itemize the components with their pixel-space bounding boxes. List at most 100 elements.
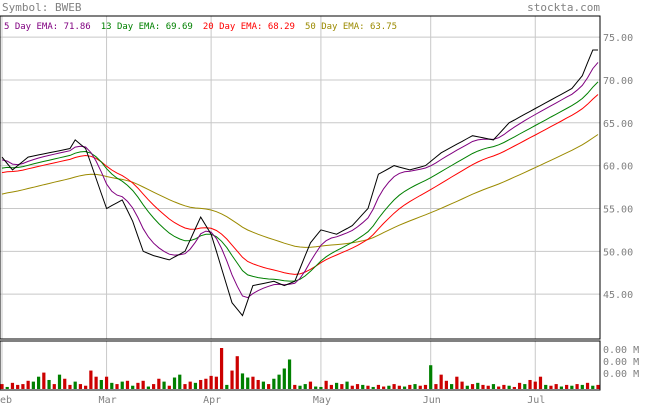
volume-bar bbox=[350, 385, 354, 389]
volume-bar bbox=[16, 384, 20, 389]
volume-bar bbox=[538, 376, 543, 389]
volume-bar bbox=[256, 379, 260, 389]
volume-bars bbox=[0, 348, 600, 389]
volume-bar bbox=[31, 381, 35, 389]
volume-bar bbox=[193, 382, 198, 389]
volume-bar bbox=[570, 385, 574, 389]
volume-bar bbox=[235, 356, 239, 389]
volume-bar bbox=[455, 376, 459, 389]
volume-bar bbox=[324, 380, 328, 389]
volume-bar bbox=[199, 379, 203, 389]
volume-bar bbox=[450, 384, 454, 389]
volume-bar bbox=[204, 378, 208, 389]
volume-bar bbox=[277, 374, 281, 389]
volume-bar bbox=[0, 384, 4, 389]
x-tick-label: May bbox=[313, 395, 331, 406]
volume-bar bbox=[418, 385, 422, 389]
volume-bar bbox=[78, 384, 83, 389]
volume-bar bbox=[89, 370, 93, 389]
close-price-line bbox=[1, 49, 598, 317]
volume-bar bbox=[293, 384, 297, 389]
volume-bar bbox=[429, 365, 433, 389]
volume-bar bbox=[178, 374, 182, 389]
volume-bar bbox=[5, 386, 9, 389]
volume-bar bbox=[282, 368, 286, 389]
x-tick-label: Feb bbox=[0, 395, 12, 406]
volume-bar bbox=[172, 377, 177, 389]
symbol-label: Symbol: BWEB bbox=[2, 1, 82, 14]
grid-lines bbox=[0, 16, 600, 390]
volume-bar bbox=[559, 386, 564, 389]
volume-bar bbox=[225, 384, 229, 389]
volume-bar bbox=[319, 386, 323, 389]
volume-bar bbox=[523, 384, 527, 389]
volume-bar bbox=[512, 386, 516, 389]
volume-bar bbox=[554, 384, 558, 389]
volume-bar bbox=[345, 381, 349, 389]
volume-bar bbox=[591, 385, 595, 389]
volume-bar bbox=[21, 384, 25, 389]
volume-bar bbox=[387, 385, 391, 389]
y-tick-label: 50.00 bbox=[603, 247, 633, 258]
volume-bar bbox=[115, 384, 119, 389]
volume-bar bbox=[402, 386, 407, 389]
y-tick-label: 45.00 bbox=[603, 290, 633, 301]
ema-legend: 5 Day EMA: 71.86 13 Day EMA: 69.69 20 Day … bbox=[4, 22, 397, 32]
volume-bar bbox=[57, 374, 62, 389]
volume-bar bbox=[507, 385, 511, 389]
ema50-line bbox=[1, 134, 599, 248]
volume-bar bbox=[219, 348, 224, 389]
volume-bar bbox=[361, 384, 365, 389]
volume-bar bbox=[99, 379, 103, 389]
volume-bar bbox=[303, 384, 307, 389]
volume-bar bbox=[476, 382, 480, 389]
x-axis-ticks: Feb Mar Apr May Jun Jul bbox=[0, 395, 545, 406]
volume-bar bbox=[141, 380, 145, 389]
volume-bar bbox=[329, 384, 333, 389]
volume-bar bbox=[47, 379, 51, 389]
volume-bar bbox=[517, 382, 522, 389]
brand-link[interactable]: stockta.com bbox=[527, 1, 600, 14]
volume-bar bbox=[355, 384, 360, 389]
volume-bar bbox=[261, 381, 266, 389]
ema5-line bbox=[1, 62, 599, 299]
volume-bar bbox=[240, 373, 245, 389]
volume-bar bbox=[392, 384, 396, 389]
volume-bar bbox=[528, 379, 532, 389]
y-tick-label: 60.00 bbox=[603, 162, 633, 173]
volume-bar bbox=[84, 385, 88, 389]
volume-bar bbox=[580, 384, 584, 389]
price-panel-frame bbox=[0, 15, 601, 340]
legend-entry: 20 Day EMA: 68.29 bbox=[203, 22, 295, 32]
volume-bar bbox=[246, 377, 250, 389]
volume-bar bbox=[136, 382, 140, 389]
volume-bar bbox=[585, 382, 590, 389]
volume-bar bbox=[267, 384, 271, 389]
volume-bar bbox=[42, 372, 46, 389]
volume-bar bbox=[502, 384, 506, 389]
volume-bar bbox=[308, 381, 313, 389]
x-tick-label: Mar bbox=[99, 395, 117, 406]
volume-axis-label: 0.00 M bbox=[603, 357, 639, 368]
volume-bar bbox=[209, 375, 213, 389]
volume-bar bbox=[104, 376, 109, 389]
volume-bar bbox=[131, 385, 135, 389]
volume-bar bbox=[596, 384, 600, 389]
y-tick-label: 65.00 bbox=[603, 119, 633, 130]
volume-bar bbox=[371, 386, 375, 389]
volume-bar bbox=[63, 378, 67, 389]
volume-bar bbox=[366, 385, 370, 389]
volume-bar bbox=[110, 382, 114, 389]
volume-bar bbox=[397, 385, 401, 389]
volume-bar bbox=[549, 385, 553, 389]
legend-entry: 13 Day EMA: 69.69 bbox=[101, 22, 193, 32]
y-axis-ticks: 75.00 70.00 65.00 60.00 55.00 50.00 45.00 bbox=[603, 33, 633, 301]
volume-bar bbox=[94, 376, 98, 389]
volume-bar bbox=[120, 381, 124, 389]
x-tick-label: Jun bbox=[423, 395, 441, 406]
price-series bbox=[1, 49, 599, 317]
volume-bar bbox=[214, 376, 218, 389]
volume-bar bbox=[497, 386, 501, 389]
volume-bar bbox=[444, 380, 448, 389]
